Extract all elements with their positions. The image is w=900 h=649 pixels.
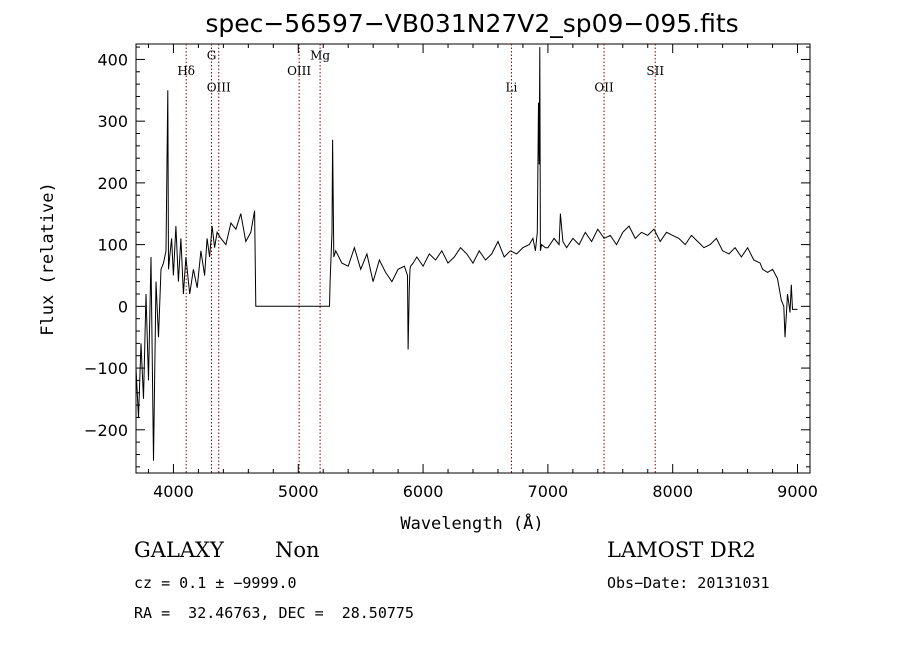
x-tick-label-0: 4000 xyxy=(153,482,194,501)
coordinates: RA = 32.46763, DEC = 28.50775 xyxy=(134,604,414,622)
spectral-line-markers: Hδ G OIII OIII Mg Li OII SII xyxy=(177,44,664,473)
y-tick-label-4: 200 xyxy=(97,174,128,193)
axis-ticks: 4000 5000 6000 7000 8000 9000 −200 −100 0 100 200 3… xyxy=(84,44,818,501)
marker-label-0: Hδ xyxy=(177,64,195,78)
marker-label-2: OIII xyxy=(207,81,231,95)
y-tick-label-5: 300 xyxy=(97,112,128,131)
object-class: GALAXY xyxy=(134,538,224,562)
observation-date: Obs−Date: 20131031 xyxy=(607,574,770,592)
x-tick-label-2: 6000 xyxy=(403,482,444,501)
x-tick-label-5: 9000 xyxy=(777,482,818,501)
marker-label-5: Li xyxy=(506,81,518,95)
redshift-line: cz = 0.1 ± −9999.0 xyxy=(134,574,297,592)
spectrum-line xyxy=(135,47,798,461)
x-tick-label-4: 8000 xyxy=(652,482,693,501)
marker-label-1: G xyxy=(207,48,217,62)
survey-name: LAMOST DR2 xyxy=(607,538,756,562)
marker-label-4: Mg xyxy=(310,48,330,62)
x-axis-label: Wavelength (Å) xyxy=(400,512,543,534)
marker-label-6: OII xyxy=(594,81,614,95)
marker-label-3: OIII xyxy=(287,64,311,78)
y-tick-label-1: −100 xyxy=(84,359,128,378)
y-tick-label-3: 100 xyxy=(97,236,128,255)
object-subclass: Non xyxy=(275,538,320,562)
marker-label-7: SII xyxy=(646,64,664,78)
x-tick-label-3: 7000 xyxy=(528,482,569,501)
y-tick-label-6: 400 xyxy=(97,50,128,69)
y-tick-label-0: −200 xyxy=(84,421,128,440)
y-axis-label: Flux (relative) xyxy=(38,182,58,336)
y-tick-label-2: 0 xyxy=(118,297,128,316)
x-tick-label-1: 5000 xyxy=(278,482,319,501)
chart-title: spec−56597−VB031N27V2_sp09−095.fits xyxy=(205,9,738,38)
plot-frame xyxy=(135,43,811,474)
